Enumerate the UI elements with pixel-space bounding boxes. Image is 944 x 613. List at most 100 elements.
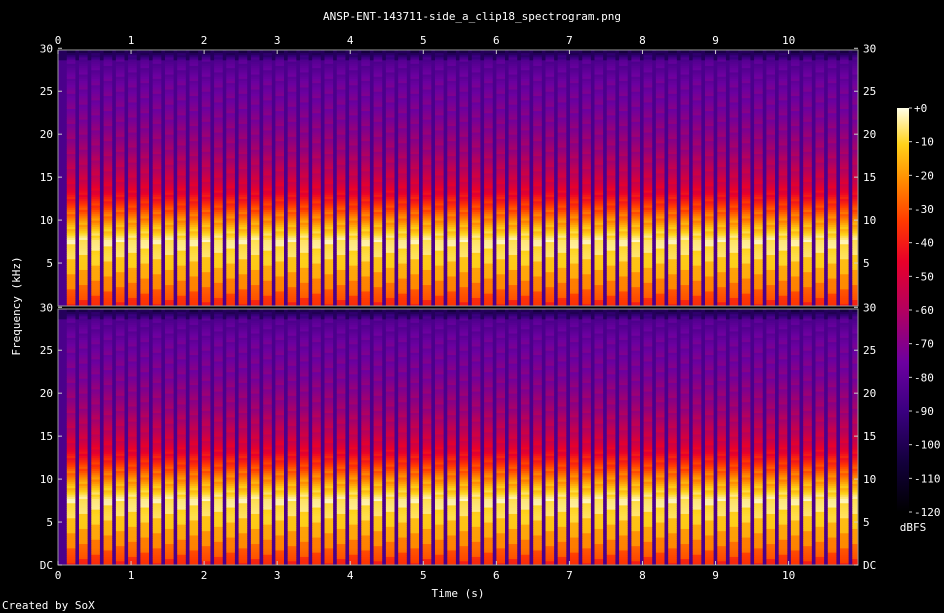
pulse-stripe (165, 309, 174, 565)
pulse-stripe (533, 50, 542, 306)
pulse-stripe (300, 309, 309, 565)
pulse-stripe (201, 50, 211, 306)
pulse-stripe (594, 309, 604, 565)
pulse-stripe (177, 50, 186, 306)
x-tick-label-top: 2 (201, 34, 208, 47)
pulse-stripe (717, 50, 726, 306)
x-tick-label-bottom: 3 (274, 569, 281, 582)
pulse-stripe (398, 309, 407, 565)
pulse-stripe (66, 309, 76, 565)
pulse-stripe (275, 50, 284, 306)
pulse-stripe (815, 50, 825, 306)
x-tick-label-bottom: 6 (493, 569, 500, 582)
y-tick-label-left: 5 (46, 257, 53, 270)
x-tick-label-top: 1 (128, 34, 135, 47)
pulse-stripe (422, 309, 432, 565)
pulse-stripe (594, 50, 604, 306)
pulse-stripe (79, 309, 88, 565)
pulse-stripe (741, 50, 751, 306)
pulse-stripe (729, 309, 739, 565)
pulse-stripe (385, 309, 395, 565)
pulse-stripe (128, 50, 137, 306)
x-tick-label-bottom: 0 (55, 569, 62, 582)
pulse-stripe (643, 50, 653, 306)
pulse-stripe (435, 50, 444, 306)
x-tick-label-top: 5 (420, 34, 427, 47)
y-tick-label-right: 20 (863, 128, 876, 141)
x-tick-label-top: 10 (782, 34, 795, 47)
pulse-stripe (361, 50, 370, 306)
y-tick-label-right: 10 (863, 473, 876, 486)
pulse-stripe (545, 309, 555, 565)
pulse-stripe (827, 50, 837, 306)
y-tick-label-left: 25 (40, 344, 53, 357)
colorbar-tick-label: -20 (914, 169, 934, 182)
y-tick-label-left: 20 (40, 387, 53, 400)
pulse-stripe (606, 50, 616, 306)
pulse-stripe (324, 309, 334, 565)
y-tick-label-left: DC (40, 559, 53, 572)
x-tick-label-bottom: 4 (347, 569, 354, 582)
pulse-stripe (582, 309, 591, 565)
pulse-stripe (250, 50, 260, 306)
chart-title: ANSP-ENT-143711-side_a_clip18_spectrogra… (323, 10, 621, 23)
pulse-stripe (385, 50, 395, 306)
pulse-stripe (778, 50, 788, 306)
x-tick-label-bottom: 7 (566, 569, 573, 582)
pulse-stripe (115, 309, 125, 565)
x-tick-label-bottom: 8 (639, 569, 646, 582)
pulse-stripe (827, 309, 837, 565)
pulse-stripe (263, 50, 272, 306)
pulse-stripe (680, 309, 690, 565)
pulse-stripe (226, 309, 235, 565)
pulse-stripe (631, 50, 640, 306)
pulse-stripe (115, 50, 125, 306)
pulse-stripe (214, 50, 223, 306)
pulse-stripe (655, 50, 665, 306)
pulse-stripe (140, 50, 149, 306)
y-tick-label-right: 15 (863, 171, 876, 184)
x-tick-label-top: 9 (712, 34, 719, 47)
pulse-stripe (643, 309, 653, 565)
colorbar-tick-label: -100 (914, 439, 941, 452)
colorbar-tick-label: -30 (914, 203, 934, 216)
y-tick-label-left: 20 (40, 128, 53, 141)
pulse-stripe (484, 50, 493, 306)
pulse-stripe (754, 309, 763, 565)
pulse-stripe (447, 50, 456, 306)
y-tick-label-left: 15 (40, 171, 53, 184)
pulse-stripe (410, 309, 419, 565)
pulse-stripe (422, 50, 432, 306)
x-tick-label-top: 0 (55, 34, 62, 47)
pulse-stripe (668, 50, 677, 306)
colorbar-tick-label: -70 (914, 338, 934, 351)
pulse-stripe (336, 50, 346, 306)
pulse-stripe (238, 309, 248, 565)
pulse-stripe (803, 309, 812, 565)
pulse-stripe (435, 309, 444, 565)
pulse-stripe (668, 309, 677, 565)
pulse-stripe (741, 309, 751, 565)
colorbar-gradient (897, 108, 909, 512)
colorbar-tick-label: -40 (914, 237, 934, 250)
y-tick-label-left: 15 (40, 430, 53, 443)
pulse-stripe (238, 50, 248, 306)
x-tick-label-bottom: 1 (128, 569, 135, 582)
pulse-stripe (557, 309, 567, 565)
y-tick-label-right: 10 (863, 214, 876, 227)
pulse-stripe (336, 309, 346, 565)
pulse-stripe (152, 309, 162, 565)
colorbar-tick-label: +0 (914, 102, 927, 115)
pulse-stripe (717, 309, 726, 565)
pulse-stripe (410, 50, 419, 306)
pulse-stripe (692, 50, 702, 306)
y-tick-label-left: 10 (40, 473, 53, 486)
pulse-stripe (447, 309, 456, 565)
pulse-stripe (103, 50, 113, 306)
pulse-stripe (680, 50, 690, 306)
colorbar-tick-label: -50 (914, 270, 934, 283)
pulse-stripe (398, 50, 407, 306)
pulse-stripe (287, 50, 297, 306)
x-tick-label-bottom: 10 (782, 569, 795, 582)
